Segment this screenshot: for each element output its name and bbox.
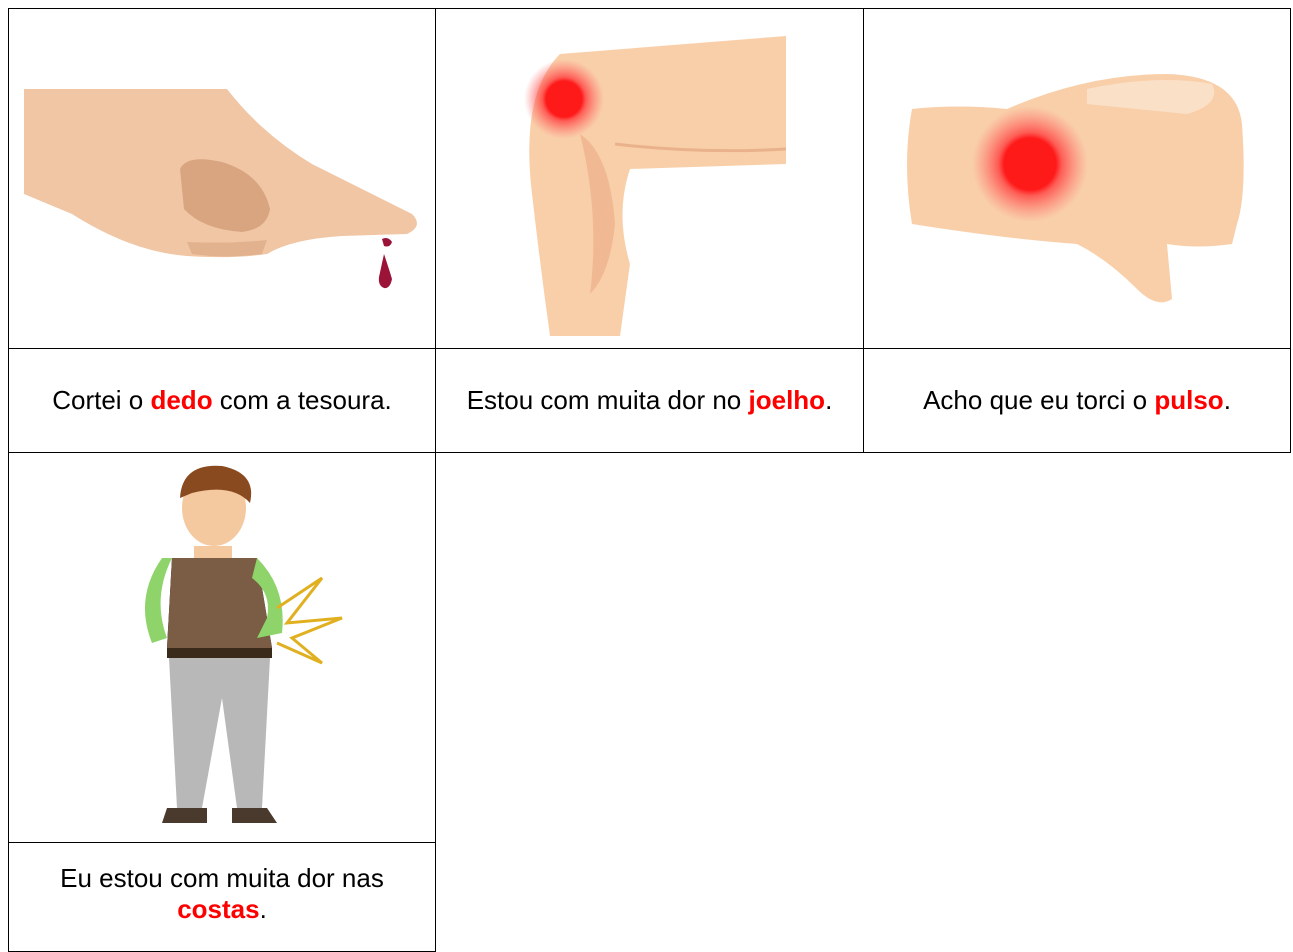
finger-illustration xyxy=(24,88,417,288)
image-cell xyxy=(8,452,436,843)
caption-text: com a tesoura. xyxy=(212,385,392,415)
keyword: dedo xyxy=(150,385,213,415)
caption-text: . xyxy=(259,894,267,924)
caption-text: Acho que eu torci o xyxy=(923,385,1155,415)
caption-text: Estou com muita dor no xyxy=(466,385,749,415)
caption-cell: Estou com muita dor no joelho. xyxy=(435,348,864,453)
caption-text: . xyxy=(825,385,833,415)
knee-illustration xyxy=(523,35,786,336)
keyword: joelho xyxy=(748,385,826,415)
keyword: pulso xyxy=(1154,385,1224,415)
image-cell xyxy=(863,8,1291,349)
back-pain-illustration xyxy=(144,465,343,823)
caption-text: Cortei o xyxy=(52,385,151,415)
keyword: costas xyxy=(177,894,260,924)
caption-cell: Acho que eu torci o pulso. xyxy=(863,348,1291,453)
caption-text: . xyxy=(1223,385,1231,415)
caption: Estou com muita dor no joelho. xyxy=(467,385,833,416)
caption: Eu estou com muita dor nas costas. xyxy=(19,863,425,925)
caption-text: Eu estou com muita dor nas xyxy=(60,863,392,893)
image-cell xyxy=(8,8,436,349)
wrist-illustration xyxy=(907,73,1244,302)
caption: Acho que eu torci o pulso. xyxy=(923,385,1231,416)
image-cell xyxy=(435,8,864,349)
caption-cell: Cortei o dedo com a tesoura. xyxy=(8,348,436,453)
caption: Cortei o dedo com a tesoura. xyxy=(52,385,392,416)
caption-cell: Eu estou com muita dor nas costas. xyxy=(8,842,436,952)
